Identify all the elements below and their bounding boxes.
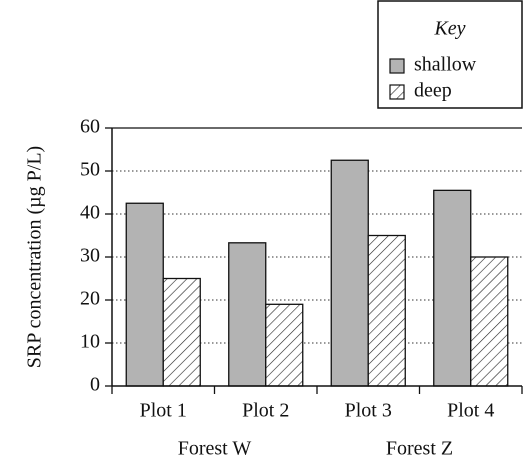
legend-swatch — [389, 84, 405, 100]
y-tick-label: 50 — [80, 159, 100, 181]
x-tick-label: Plot 3 — [345, 400, 392, 422]
y-tick-label: 10 — [80, 331, 100, 353]
bar — [162, 277, 201, 387]
bar — [470, 256, 509, 387]
bar — [433, 189, 472, 387]
y-tick-label: 0 — [90, 374, 100, 396]
y-axis-label: SRP concentration (µg P/L) — [24, 146, 46, 368]
x-tick-label: Plot 1 — [140, 400, 187, 422]
legend-label: deep — [414, 80, 452, 102]
y-tick-label: 40 — [80, 202, 100, 224]
bar — [265, 303, 304, 387]
legend-title: Key — [433, 18, 465, 40]
y-tick-label: 30 — [80, 245, 100, 267]
legend-label: shallow — [414, 54, 477, 76]
bar — [228, 242, 267, 387]
x-tick-label: Plot 4 — [447, 400, 494, 422]
group-label: Forest W — [178, 438, 252, 460]
bar — [125, 202, 164, 387]
x-tick-label: Plot 2 — [242, 400, 289, 422]
legend-swatch — [389, 58, 405, 74]
y-tick-label: 60 — [80, 116, 100, 138]
bar — [367, 234, 406, 387]
y-tick-label: 20 — [80, 288, 100, 310]
bar — [330, 159, 369, 387]
group-label: Forest Z — [386, 438, 453, 460]
